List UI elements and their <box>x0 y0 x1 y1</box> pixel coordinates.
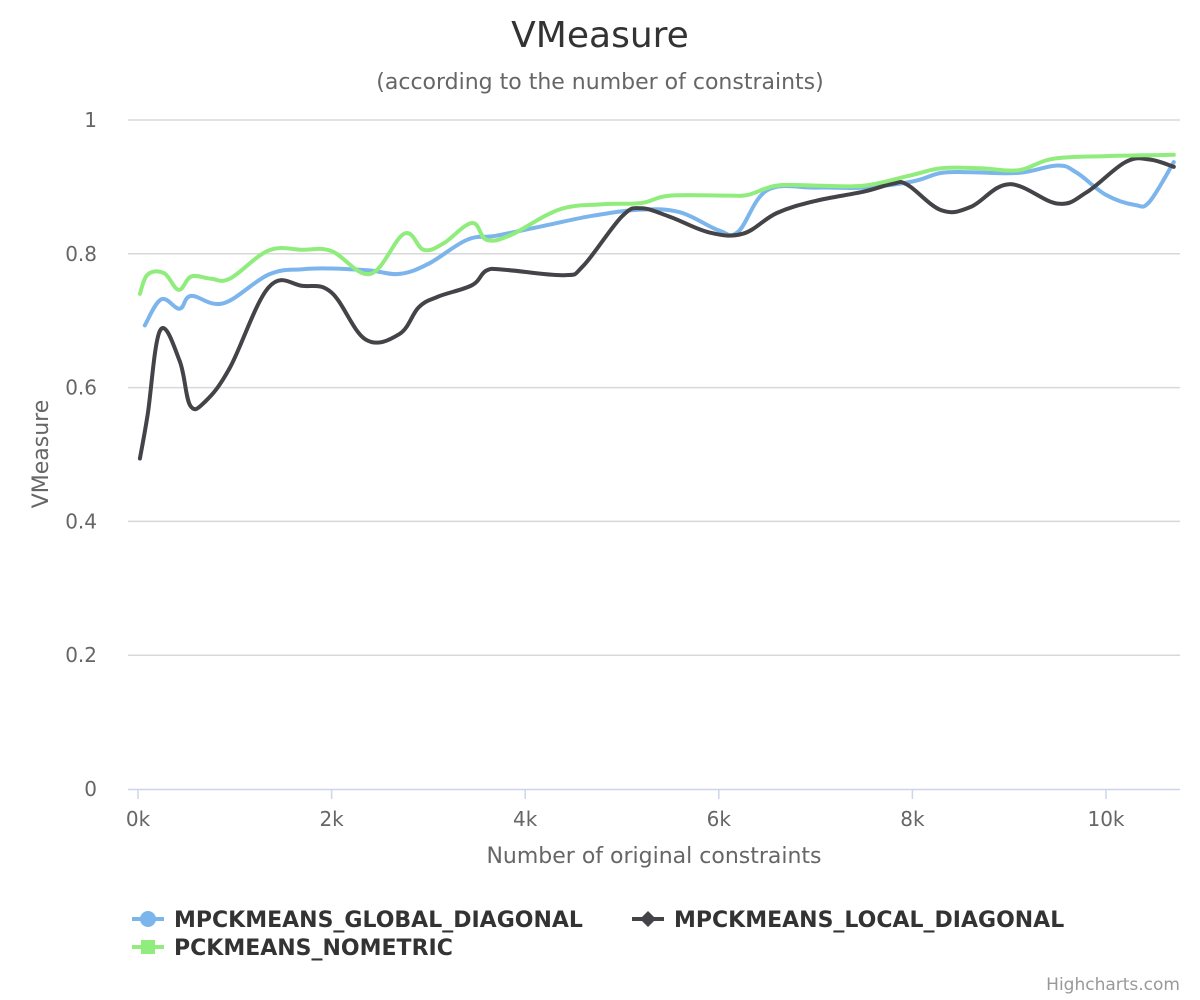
y-axis-ticks: 0 0.2 0.4 0.6 0.8 1 <box>65 108 97 801</box>
series-pckmeans-nometric[interactable] <box>137 152 1176 296</box>
y-tick-label: 0.6 <box>65 376 97 400</box>
x-axis-ticks: 0k 2k 4k 6k 8k 10k <box>126 789 1125 831</box>
legend-item[interactable]: PCKMEANS_NOMETRIC <box>132 936 453 961</box>
y-tick-label: 0.4 <box>65 509 97 533</box>
grid <box>128 119 1180 656</box>
x-tick-label: 8k <box>900 807 925 831</box>
series-line[interactable] <box>142 160 1176 328</box>
y-tick-label: 0.2 <box>65 643 97 667</box>
y-tick-label: 1 <box>84 108 97 132</box>
credits-link[interactable]: Highcharts.com <box>1046 975 1180 995</box>
y-axis-title: VMeasure <box>29 400 54 509</box>
chart-subtitle: (according to the number of constraints) <box>376 70 823 95</box>
legend-label: MPCKMEANS_GLOBAL_DIAGONAL <box>174 908 583 933</box>
legend-item[interactable]: MPCKMEANS_LOCAL_DIAGONAL <box>632 908 1064 933</box>
square-marker-icon <box>141 940 155 954</box>
series-line[interactable] <box>137 152 1176 296</box>
circle-marker-icon <box>140 911 156 927</box>
x-axis-title: Number of original constraints <box>486 844 821 869</box>
series-mpckmeans-global-diagonal[interactable] <box>142 160 1176 328</box>
y-tick-label: 0.8 <box>65 242 97 266</box>
legend-label: MPCKMEANS_LOCAL_DIAGONAL <box>674 908 1064 933</box>
x-tick-label: 2k <box>319 807 344 831</box>
x-tick-label: 10k <box>1087 807 1124 831</box>
series-line[interactable] <box>137 156 1176 461</box>
diamond-marker-icon <box>640 911 656 927</box>
y-tick-label: 0 <box>84 777 97 801</box>
legend-item[interactable]: MPCKMEANS_GLOBAL_DIAGONAL <box>132 908 583 933</box>
legend[interactable]: MPCKMEANS_GLOBAL_DIAGONAL MPCKMEANS_LOCAL… <box>132 908 1064 961</box>
legend-label: PCKMEANS_NOMETRIC <box>174 936 453 961</box>
x-tick-label: 0k <box>126 807 151 831</box>
x-tick-label: 4k <box>513 807 538 831</box>
series-mpckmeans-local-diagonal[interactable] <box>137 156 1176 461</box>
series-group <box>137 152 1176 461</box>
chart-title: VMeasure <box>511 15 689 56</box>
x-tick-label: 6k <box>707 807 732 831</box>
